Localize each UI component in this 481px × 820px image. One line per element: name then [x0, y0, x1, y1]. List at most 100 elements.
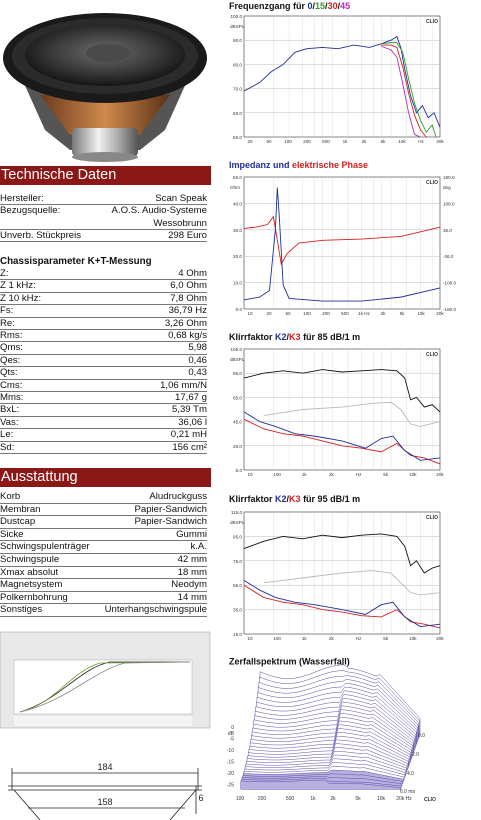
table-row: Polkernbohrung 14 mm	[0, 592, 207, 604]
table-row: Z 10 kHz: 7,8 Ohm	[0, 293, 207, 305]
x-tick-label: 20k Hz	[396, 796, 412, 802]
row-label: Le:	[0, 429, 14, 441]
table-row: Korb Aludruckguss	[0, 491, 207, 503]
y-tick-label: 50.0	[233, 175, 242, 180]
row-label: Dustcap	[0, 516, 36, 528]
row-rule	[0, 291, 207, 293]
title-part: /	[313, 1, 316, 11]
y-unit: dBSPL	[230, 520, 245, 525]
waterfall-plot	[240, 664, 421, 790]
row-rule	[0, 527, 207, 529]
row-rule	[0, 603, 207, 605]
title-part: für 95 dB/1 m	[301, 494, 361, 504]
table-row: Vas: 36,06 l	[0, 417, 207, 429]
t-tick-label: 2.0	[412, 752, 419, 758]
row-label: Vas:	[0, 416, 19, 428]
title-part: K3	[289, 494, 301, 504]
x-tick-label: 20k	[436, 472, 444, 477]
row-rule	[0, 316, 207, 318]
table-row: Sonstiges Unterhangschwingspule	[0, 604, 207, 616]
row-label: Mms:	[0, 392, 24, 403]
t-tick-label: 4.0	[407, 771, 414, 777]
t-tick-label: 0.0	[418, 733, 425, 739]
y2-tick-label: -36.0	[443, 254, 454, 259]
z-tick-label: -10	[227, 748, 234, 754]
row-rule	[0, 403, 207, 405]
y-tick-label: 70.0	[233, 87, 242, 92]
x-tick-label: 5k	[355, 796, 361, 802]
y2-tick-label: -108.0	[443, 281, 456, 286]
row-value: 0,43	[188, 367, 207, 379]
x-tick-label: 20	[266, 311, 272, 316]
curve	[244, 188, 440, 302]
x-tick-label: 5k	[383, 636, 389, 641]
row-label: Schwingspulenträger	[0, 541, 90, 553]
row-rule	[0, 440, 207, 442]
title-part: K2	[275, 494, 287, 504]
table-row: Qes: 0,46	[0, 355, 207, 367]
row-label: Magnetsystem	[0, 579, 63, 591]
table-row: BxL: 5,39 Tm	[0, 404, 207, 416]
x-tick-label: 10	[247, 636, 253, 641]
row-rule	[0, 578, 207, 580]
title-part: 15	[315, 1, 325, 11]
row-rule	[0, 241, 207, 243]
row-label: Z 1 kHz:	[0, 280, 36, 292]
chart-title: Zerfallspektrum (Wasserfall)	[229, 656, 350, 666]
x-tick-label: 2k	[362, 139, 368, 144]
x-tick-label: 10k	[409, 472, 417, 477]
row-rule	[0, 204, 207, 206]
row-rule	[0, 616, 207, 617]
table-row: Cms: 1,06 mm/N	[0, 380, 207, 392]
z-unit: dB	[228, 731, 235, 737]
row-rule	[0, 590, 207, 592]
row-value: Gummi	[176, 528, 207, 540]
row-rule	[0, 228, 207, 230]
x-tick-label: 10	[247, 311, 253, 316]
row-label: Schwingspule	[0, 554, 60, 565]
title-part: /	[325, 1, 328, 11]
dimension-label: 6	[198, 793, 203, 803]
x-tick-label: 5k	[383, 472, 389, 477]
x-tick-label: 2k	[330, 796, 336, 802]
x-tick-label: Hz	[356, 636, 362, 641]
table-row: Xmax absolut 18 mm	[0, 567, 207, 579]
chart-title: Impedanz und elektrische Phase	[229, 160, 368, 170]
curve	[244, 580, 440, 626]
x-tick-label: 20k	[436, 311, 444, 316]
table-row: Dustcap Papier-Sandwich	[0, 516, 207, 528]
title-part: 0	[308, 1, 313, 11]
row-value: Scan Speak	[155, 193, 207, 204]
x-tick-label: 5k	[381, 139, 387, 144]
y-tick-label: 10.0	[233, 281, 242, 286]
x-tick-label: 100	[273, 636, 281, 641]
row-label: Unverb. Stückpreis	[0, 229, 82, 241]
speaker-photo	[3, 13, 207, 162]
title-part: Klirrfaktor	[229, 494, 275, 504]
row-label: Membran	[0, 503, 41, 515]
row-label: Sd:	[0, 441, 15, 453]
x-tick-label: 500	[322, 139, 330, 144]
x-tick-label: 500	[341, 311, 349, 316]
x-tick-label: 200	[322, 311, 330, 316]
table-row: Fs: 36,79 Hz	[0, 305, 207, 317]
title-part: K2	[275, 332, 287, 342]
row-label: Rms:	[0, 330, 23, 341]
x-tick-label: 10k	[417, 311, 425, 316]
y-tick-label: 20.0	[233, 254, 242, 259]
row-label: Z 10 kHz:	[0, 292, 42, 304]
y-unit: dBSPL	[230, 24, 245, 29]
chart-title: Klirrfaktor K2/K3 für 95 dB/1 m	[229, 494, 360, 504]
title-part: Impedanz und	[229, 160, 292, 170]
x-tick-label: Hz	[356, 472, 362, 477]
y-tick-label: 85.0	[233, 371, 242, 376]
z-tick-label: -15	[227, 760, 234, 766]
y-tick-label: 55.0	[233, 583, 242, 588]
row-label: Qes:	[0, 354, 21, 366]
row-value: 298 Euro	[168, 229, 207, 241]
curve	[244, 370, 440, 412]
y-tick-label: 65.0	[233, 395, 242, 400]
row-label: Fs:	[0, 305, 14, 317]
row-rule	[0, 515, 207, 517]
table-row: Sd: 156 cm²	[0, 442, 207, 454]
